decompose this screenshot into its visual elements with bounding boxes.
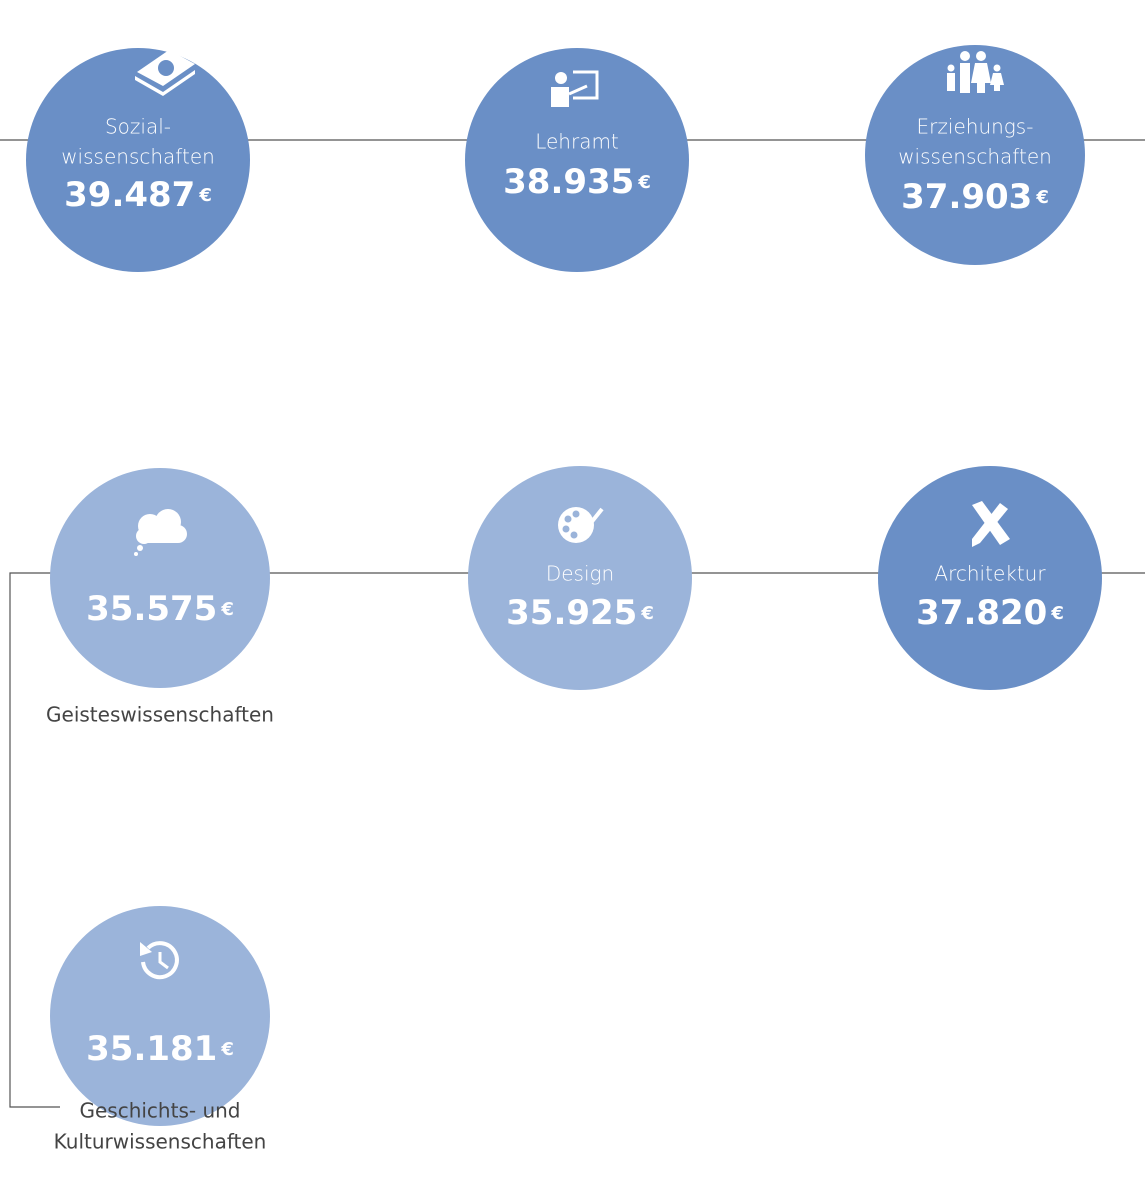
node-label: Architektur (934, 562, 1046, 586)
currency: € (1050, 603, 1064, 624)
currency: € (1035, 187, 1049, 208)
teacher-icon (551, 70, 599, 107)
node-label: Erziehungs- (917, 115, 1034, 139)
node-value: 35.181 € (86, 1029, 234, 1069)
node-value: 37.820 € (916, 593, 1064, 633)
node-value: 38.935 € (503, 162, 651, 202)
currency: € (220, 599, 234, 620)
node-circle (465, 48, 689, 272)
value: 38.935 (503, 162, 634, 202)
node-circle (50, 468, 270, 688)
node-label: Sozial- (105, 115, 171, 139)
currency: € (220, 1039, 234, 1060)
node-circle (468, 466, 692, 690)
book-icon (135, 50, 195, 96)
node-value: 37.903 € (901, 177, 1049, 217)
node-value: 35.575 € (86, 589, 234, 629)
value: 37.903 (901, 177, 1032, 217)
value: 39.487 (64, 175, 195, 215)
value: 37.820 (916, 593, 1047, 633)
circles (26, 45, 1102, 1126)
node-circle (26, 48, 250, 272)
currency: € (198, 185, 212, 206)
palette-icon (558, 507, 604, 543)
node-label: wissenschaften (61, 145, 215, 169)
currency: € (637, 172, 651, 193)
node-circle (878, 466, 1102, 690)
history-icon (140, 941, 179, 980)
node-circle (865, 45, 1085, 265)
family-icon (947, 51, 1004, 93)
node-value: 39.487 € (64, 175, 212, 215)
node-label: Geschichts- und (79, 1099, 240, 1123)
currency: € (640, 603, 654, 624)
node-label: Lehramt (535, 130, 619, 154)
value: 35.925 (506, 593, 637, 633)
node-circle (50, 906, 270, 1126)
node-label: Geisteswissenschaften (46, 703, 274, 727)
node-label: wissenschaften (898, 145, 1052, 169)
node-label: Design (546, 562, 614, 586)
ruler-pencil-icon (972, 501, 1010, 547)
value: 35.181 (86, 1029, 217, 1069)
value: 35.575 (86, 589, 217, 629)
thought-icon (134, 509, 187, 556)
node-value: 35.925 € (506, 593, 654, 633)
node-label: Kulturwissenschaften (54, 1130, 267, 1154)
